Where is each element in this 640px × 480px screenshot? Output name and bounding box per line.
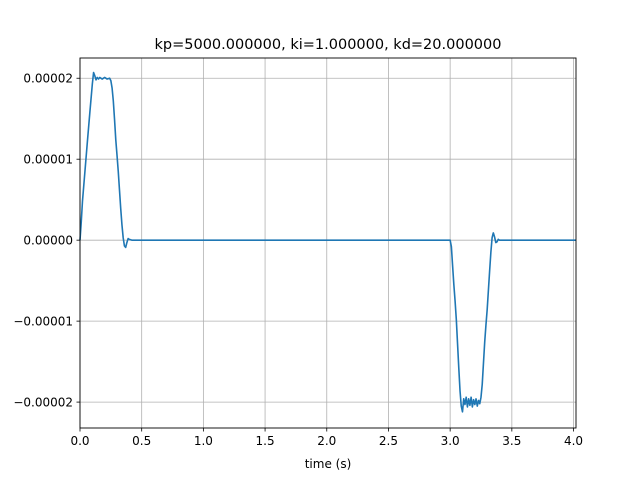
axis-ticks: 0.0 0.5 1.0 1.5 2.0 2.5 3.0 3.5 4.0 0.00002 0.0000… [13, 72, 583, 448]
plot-area [80, 58, 576, 428]
x-tick-label: 4.0 [564, 434, 583, 448]
grid-lines [79, 58, 576, 428]
y-tick-label: 0.00002 [23, 72, 73, 86]
x-tick-label: 1.5 [256, 434, 275, 448]
y-tick-label: −0.00001 [13, 314, 73, 328]
plot-frame [79, 57, 577, 429]
x-tick-label: 2.5 [379, 434, 398, 448]
y-tick-label: 0.00001 [23, 153, 73, 167]
series-line [79, 71, 576, 413]
x-tick-label: 1.0 [194, 434, 213, 448]
chart-title: kp=5000.000000, ki=1.000000, kd=20.00000… [155, 37, 502, 53]
x-tick-label: 3.0 [441, 434, 460, 448]
series-layer [79, 71, 576, 413]
x-tick-label: 2.0 [317, 434, 336, 448]
x-tick-label: 0.0 [70, 434, 89, 448]
x-tick-label: 0.5 [132, 434, 151, 448]
x-tick-label: 3.5 [502, 434, 521, 448]
y-tick-label: 0.00000 [23, 233, 73, 247]
y-tick-label: −0.00002 [13, 395, 73, 409]
x-axis-label: time (s) [305, 457, 352, 471]
